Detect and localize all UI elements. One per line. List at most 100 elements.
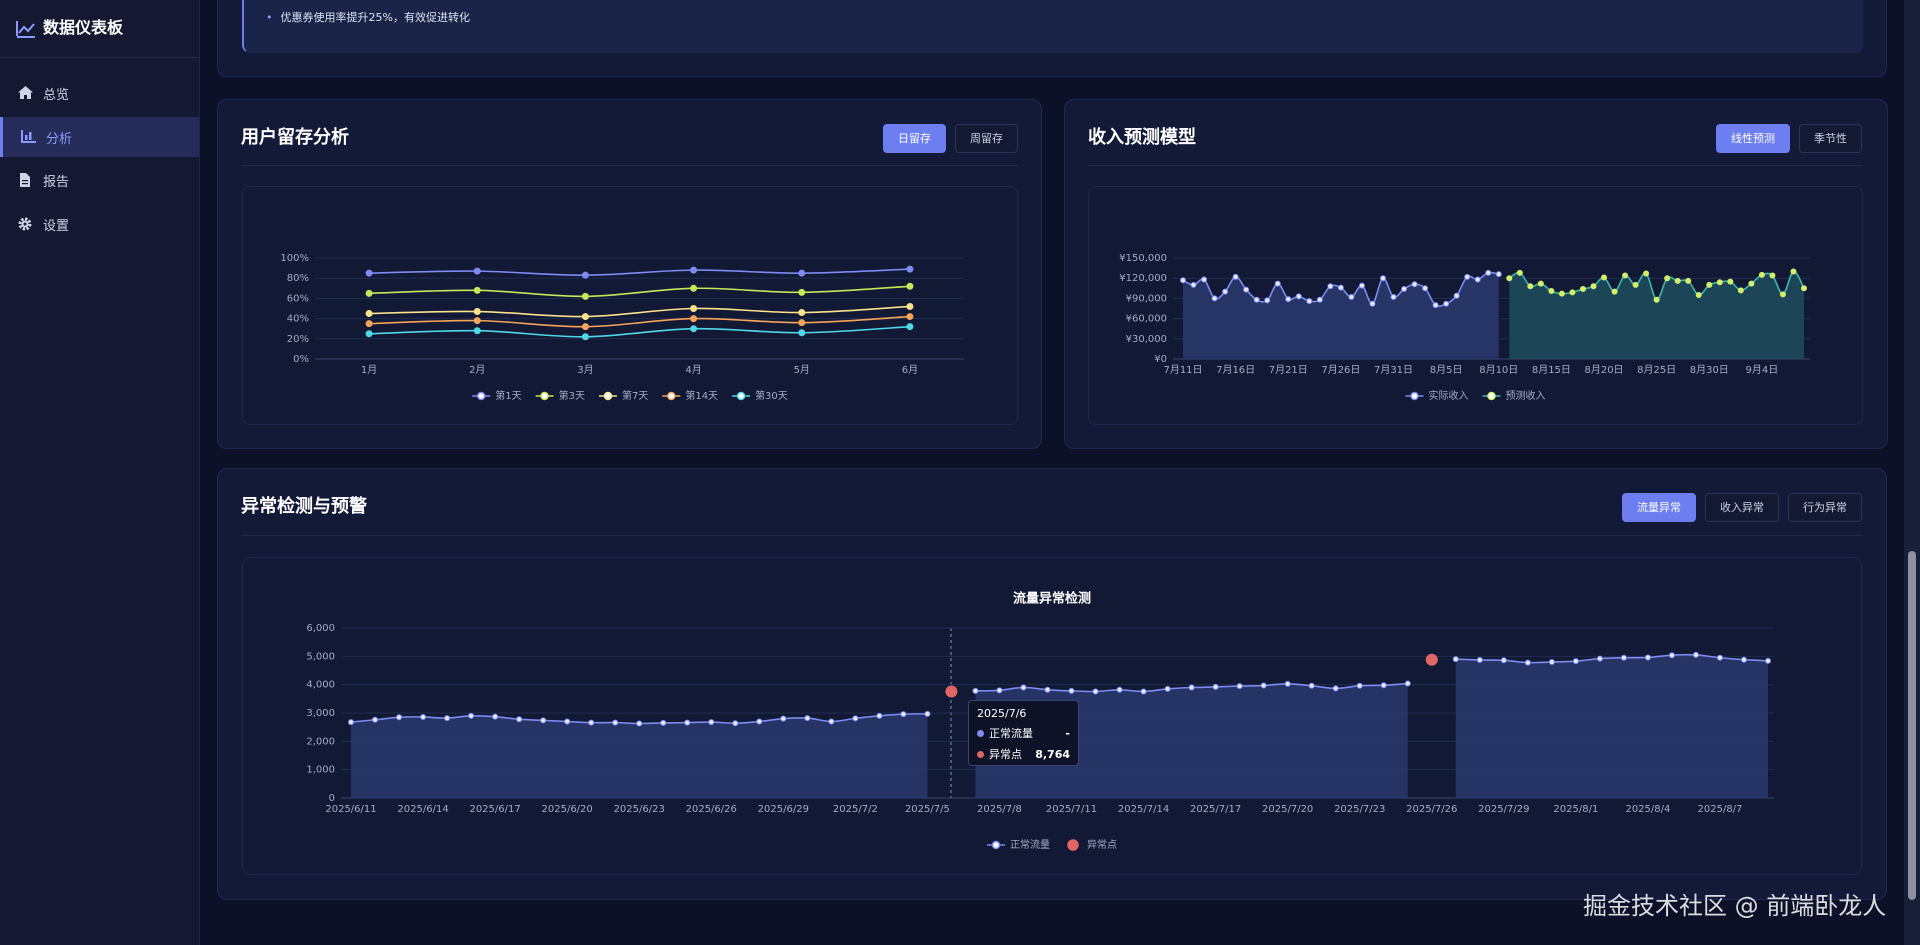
data-point (1572, 658, 1579, 665)
data-point (581, 333, 589, 341)
data-point (420, 713, 427, 720)
nav-item[interactable]: 报告 (0, 160, 199, 200)
data-point (996, 687, 1003, 694)
data-point (1516, 269, 1523, 276)
data-point (1590, 283, 1597, 290)
toggle-button[interactable]: 流量异常 (1622, 493, 1696, 522)
nav-item[interactable]: 设置 (0, 204, 199, 244)
x-tick-label: 4月 (685, 364, 701, 376)
data-point (1500, 657, 1507, 664)
panel-title: 收入预测模型 (1088, 127, 1196, 148)
legend-item: 第3天 (535, 389, 585, 402)
data-point (1401, 285, 1408, 292)
data-point (1779, 291, 1786, 298)
panel-divider (1088, 165, 1863, 166)
legend-label: 第1天 (495, 389, 521, 402)
data-point (1390, 294, 1397, 301)
data-point (1274, 280, 1281, 287)
data-point (906, 323, 914, 331)
data-point (972, 687, 979, 694)
y-tick-label: 80% (287, 273, 309, 284)
legend-symbol (991, 840, 1001, 850)
x-tick-label: 2025/7/11 (1046, 804, 1097, 815)
y-tick-label: 60% (287, 293, 309, 304)
y-tick-label: 5,000 (306, 651, 335, 662)
anomaly-point (945, 685, 958, 698)
data-point (1253, 296, 1260, 303)
data-point (780, 715, 787, 722)
data-point (1116, 686, 1123, 693)
nav-item[interactable]: 总览 (0, 73, 199, 113)
toggle-button[interactable]: 日留存 (883, 124, 946, 153)
data-point (1668, 652, 1675, 659)
data-point (396, 714, 403, 721)
area-fill (1509, 271, 1804, 359)
toggle-button[interactable]: 行为异常 (1788, 493, 1862, 522)
data-point (1464, 273, 1471, 280)
data-point (1180, 277, 1186, 284)
x-tick-label: 8月15日 (1532, 364, 1571, 376)
nav-label: 分析 (46, 131, 73, 147)
legend-label: 正常流量 (1010, 838, 1050, 851)
data-point (444, 715, 451, 722)
x-tick-label: 2025/6/20 (542, 804, 593, 815)
data-point (1452, 656, 1459, 663)
tooltip-value: 8,764 (1035, 747, 1070, 761)
data-point (1348, 294, 1355, 301)
data-point (1674, 277, 1681, 284)
data-point (581, 313, 589, 321)
x-tick-label: 2025/7/5 (905, 804, 950, 815)
chart-box: ¥0 ¥30,000 ¥60,000 ¥90,000 ¥120,000 ¥150,000 7… (1088, 186, 1863, 425)
toggle-button[interactable]: 周留存 (955, 124, 1018, 153)
data-point (468, 712, 475, 719)
insight-item: • 优惠券使用率提升25%，有效促进转化 (266, 11, 470, 24)
legend-item: 预测收入 (1482, 389, 1546, 402)
y-tick-label: 0 (329, 793, 335, 804)
tooltip-value: - (1065, 726, 1070, 740)
y-tick-label: 1,000 (306, 765, 335, 776)
toggle-button[interactable]: 季节性 (1799, 124, 1862, 153)
data-point (1569, 289, 1576, 296)
x-tick-label: 7月31日 (1374, 364, 1413, 376)
legend-item: 异常点 (1067, 838, 1117, 851)
data-point (1358, 282, 1365, 289)
sidebar: 数据仪表板 总览 分析 报告 设置 (0, 0, 200, 945)
nav-item[interactable]: 分析 (0, 117, 199, 157)
tooltip-dot (977, 729, 984, 737)
data-point (1485, 269, 1492, 276)
data-point (1068, 687, 1075, 694)
data-point (581, 323, 589, 331)
x-tick-label: 2025/6/23 (614, 804, 665, 815)
y-tick-label: 100% (280, 253, 309, 264)
legend-symbol (1410, 391, 1419, 401)
legend: 正常流量 异常点 (987, 838, 1117, 851)
tooltip-name: 异常点 (989, 748, 1022, 761)
data-point (1524, 659, 1531, 666)
button-group: 线性预测 季节性 (1716, 124, 1862, 153)
brand: 数据仪表板 (43, 18, 124, 37)
data-point (588, 719, 595, 726)
data-point (1716, 654, 1723, 661)
data-point (1548, 287, 1555, 294)
y-tick-label: ¥0 (1154, 354, 1167, 365)
data-point (473, 267, 481, 275)
data-point (1222, 288, 1229, 295)
x-tick-label: 2025/8/7 (1698, 804, 1743, 815)
scrollbar-thumb[interactable] (1908, 551, 1916, 900)
data-point (1716, 279, 1723, 286)
nav-label: 设置 (43, 218, 70, 234)
area-fill (1183, 272, 1499, 359)
toggle-button[interactable]: 收入异常 (1705, 493, 1779, 522)
data-point (798, 269, 806, 277)
toggle-button[interactable]: 线性预测 (1716, 124, 1790, 153)
data-point (1790, 268, 1797, 275)
x-tick-label: 7月26日 (1321, 364, 1360, 376)
nav-icon (18, 86, 33, 99)
x-tick-label: 2025/7/23 (1334, 804, 1385, 815)
data-point (1706, 281, 1713, 288)
data-point (1474, 276, 1481, 283)
legend-symbol (540, 391, 549, 401)
data-point (365, 330, 373, 338)
series-line (369, 305, 910, 318)
